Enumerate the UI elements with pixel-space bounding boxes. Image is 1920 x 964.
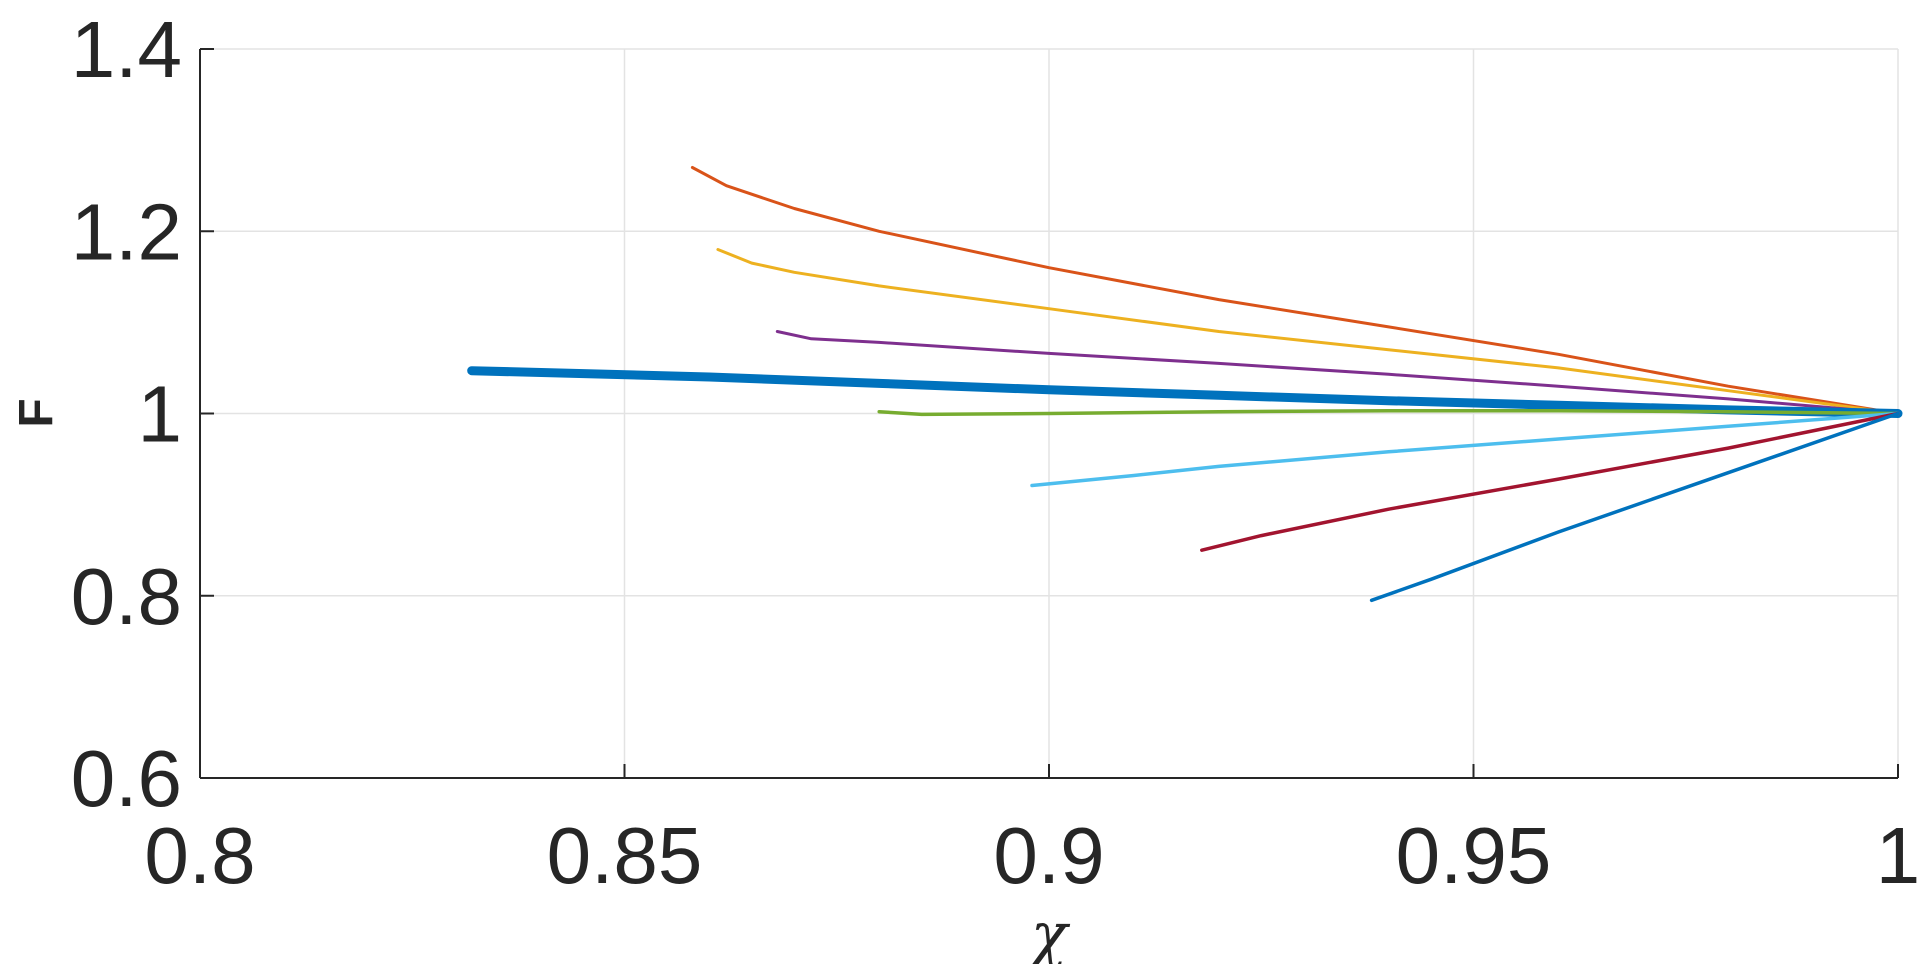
y-tick-label: 1 (138, 370, 183, 459)
series-line-7 (1200, 411, 1900, 552)
x-tick-label: 0.9 (993, 811, 1104, 900)
tick-labels: 0.8 0.85 0.9 0.95 10.60.811.21.4 (71, 5, 1920, 900)
series-line-5 (877, 409, 1900, 417)
axes (199, 48, 1899, 779)
y-tick-label: 0.8 (71, 552, 182, 641)
y-axis-label: F (10, 398, 63, 427)
y-tick-label: 1.4 (71, 5, 182, 94)
y-tick-label: 1.2 (71, 187, 182, 276)
x-axis-label: χ (1027, 900, 1071, 964)
series-line-3 (775, 330, 1900, 415)
x-tick-label: 1 (1876, 811, 1920, 900)
series-line-8 (1369, 411, 1900, 603)
series-line-1 (690, 166, 1900, 415)
x-tick-label: 0.8 (144, 811, 255, 900)
series-group (467, 166, 1903, 603)
series-line-2 (716, 248, 1900, 415)
series-line-6 (1030, 411, 1900, 488)
x-tick-label: 0.95 (1396, 811, 1552, 900)
series-line-4 (467, 366, 1903, 418)
x-tick-label: 0.85 (547, 811, 703, 900)
y-tick-label: 0.6 (71, 734, 182, 823)
